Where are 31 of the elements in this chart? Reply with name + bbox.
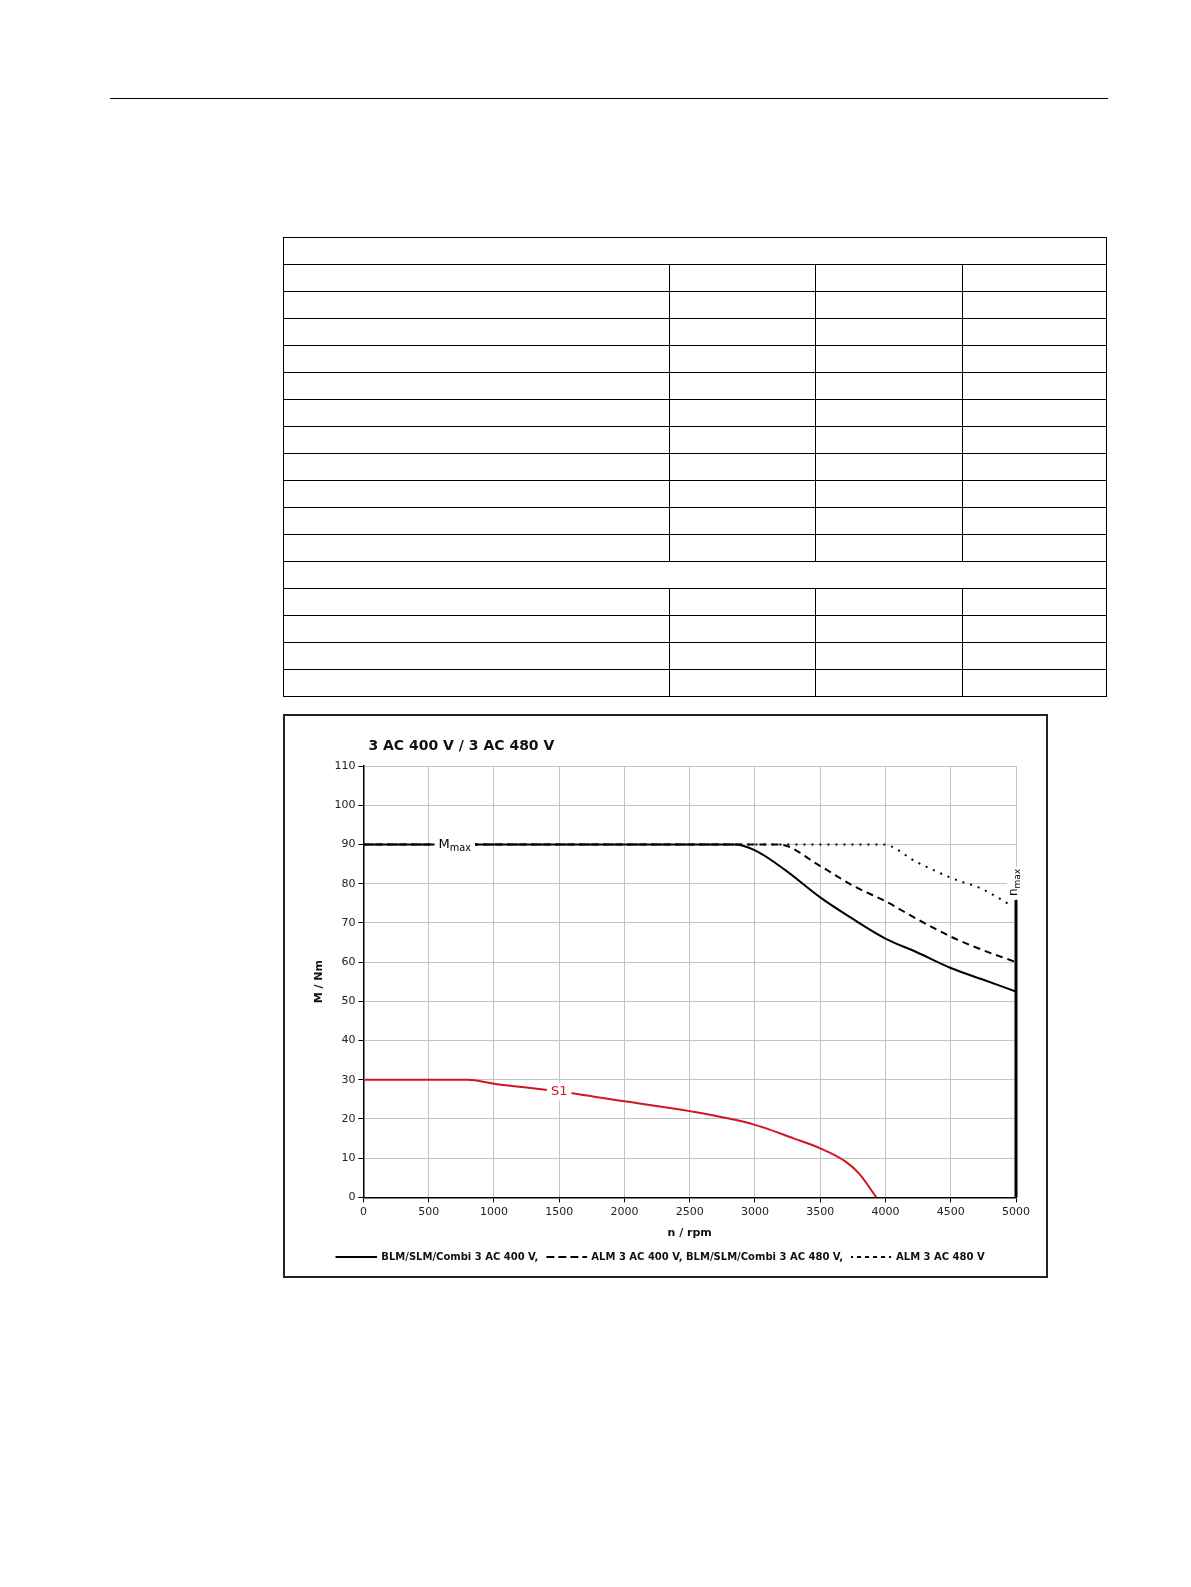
x-tick-label: 5000 xyxy=(1002,1204,1030,1218)
chart-title: 3 AC 400 V / 3 AC 480 V xyxy=(368,736,555,753)
x-tick-label: 500 xyxy=(418,1204,440,1218)
y-tick-label: 100 xyxy=(334,798,356,812)
y-tick-label: 50 xyxy=(341,994,356,1008)
y-tick-label: 60 xyxy=(341,954,356,968)
y-tick-label: 0 xyxy=(348,1190,356,1204)
y-axis-title: M / Nm xyxy=(312,960,326,1004)
x-tick-label: 1000 xyxy=(479,1204,508,1218)
x-tick-label: 2500 xyxy=(675,1204,704,1218)
y-tick-label: 80 xyxy=(341,876,356,890)
ref-line-label: nmax xyxy=(1006,868,1022,897)
y-tick-label: 10 xyxy=(341,1151,356,1165)
legend-label: ALM 3 AC 400 V, BLM/SLM/Combi 3 AC 480 V, xyxy=(591,1250,844,1262)
y-tick-label: 90 xyxy=(341,837,356,851)
x-tick-label: 4000 xyxy=(871,1204,900,1218)
x-tick-label: 3000 xyxy=(740,1204,769,1218)
legend-label: ALM 3 AC 480 V xyxy=(896,1250,985,1262)
y-tick-label: 20 xyxy=(341,1111,356,1125)
x-tick-label: 1500 xyxy=(545,1204,574,1218)
x-tick-label: 0 xyxy=(359,1204,367,1218)
y-tick-label: 70 xyxy=(341,915,356,929)
y-tick-label: 40 xyxy=(341,1033,356,1047)
annotation: S1 xyxy=(550,1082,568,1098)
x-tick-label: 3500 xyxy=(806,1204,835,1218)
y-tick-label: 110 xyxy=(334,758,356,772)
y-tick-label: 30 xyxy=(341,1072,356,1086)
x-tick-label: 4500 xyxy=(936,1204,965,1218)
x-axis-title: n / rpm xyxy=(667,1226,712,1240)
x-tick-label: 2000 xyxy=(610,1204,639,1218)
legend-label: BLM/SLM/Combi 3 AC 400 V, xyxy=(381,1250,539,1262)
